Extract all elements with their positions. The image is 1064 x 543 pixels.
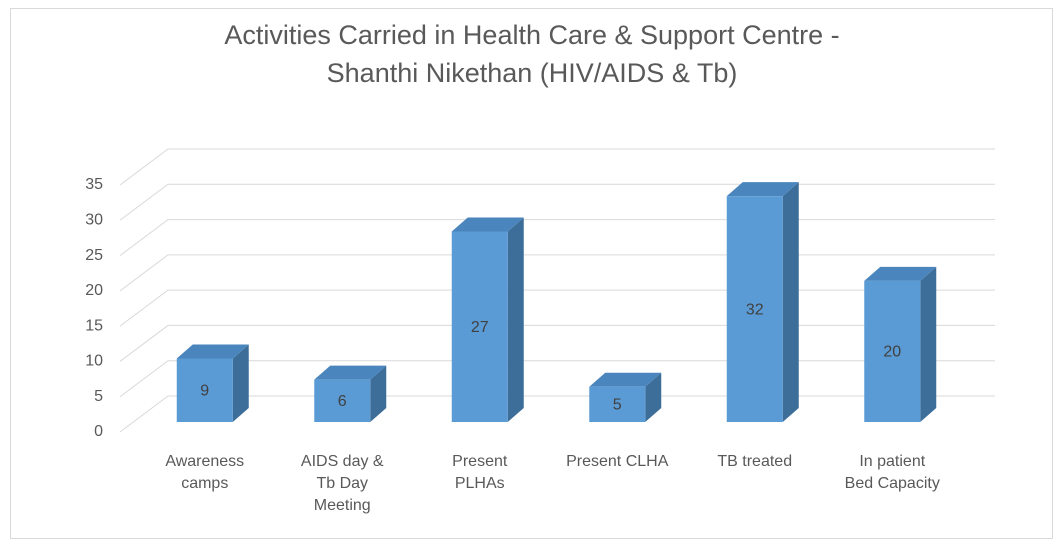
bar-face bbox=[176, 358, 233, 422]
value-label: 5 bbox=[613, 397, 622, 414]
bar bbox=[451, 217, 524, 422]
grid-line bbox=[119, 219, 995, 256]
value-label: 9 bbox=[200, 382, 209, 399]
chart-frame bbox=[10, 8, 1053, 539]
grid-line bbox=[119, 183, 995, 221]
x-tick-label: Present CLHA bbox=[566, 453, 669, 470]
grid-line bbox=[119, 148, 995, 186]
x-tick-label: In patient Bed Capacity bbox=[844, 453, 940, 492]
y-tick-label: 30 bbox=[85, 212, 103, 229]
bar-face bbox=[645, 372, 662, 422]
bar-face bbox=[726, 196, 783, 422]
y-tick-label: 15 bbox=[85, 317, 103, 334]
bar-face bbox=[232, 344, 249, 422]
y-tick-label: 0 bbox=[94, 423, 103, 440]
bar-face bbox=[864, 280, 921, 422]
y-tick-label: 25 bbox=[85, 247, 103, 264]
value-label: 32 bbox=[746, 301, 764, 318]
value-label: 6 bbox=[338, 393, 347, 410]
grid-line bbox=[119, 324, 995, 362]
grid-line bbox=[119, 360, 995, 398]
bar-face bbox=[314, 379, 371, 422]
value-label: 27 bbox=[471, 319, 489, 336]
bar bbox=[726, 182, 799, 422]
y-tick-label: 20 bbox=[85, 282, 103, 299]
grid-line bbox=[119, 395, 995, 433]
bar-face bbox=[314, 365, 387, 380]
bar-face bbox=[782, 182, 799, 422]
bar bbox=[176, 344, 249, 422]
value-label: 20 bbox=[883, 344, 901, 361]
chart-title: Activities Carried in Health Care & Supp… bbox=[224, 20, 840, 88]
bar-face bbox=[370, 365, 387, 422]
y-tick-label: 10 bbox=[85, 353, 103, 370]
bar-face bbox=[726, 182, 799, 197]
x-tick-label: Present PLHAs bbox=[452, 453, 508, 492]
y-tick-label: 35 bbox=[85, 176, 103, 193]
bar-face bbox=[507, 217, 524, 422]
bar bbox=[314, 365, 387, 422]
bar-face bbox=[589, 372, 662, 387]
bar bbox=[864, 266, 937, 422]
bar-face bbox=[176, 344, 249, 359]
grid-line bbox=[119, 254, 995, 292]
x-tick-label: AIDS day & Tb Day Meeting bbox=[300, 453, 384, 514]
bar-face bbox=[451, 231, 508, 422]
bar-face bbox=[864, 266, 937, 281]
bar bbox=[589, 372, 662, 422]
x-tick-label: TB treated bbox=[717, 453, 793, 470]
grid-line bbox=[119, 289, 995, 327]
x-tick-label: Awareness camps bbox=[165, 453, 245, 492]
y-tick-label: 5 bbox=[94, 388, 103, 405]
bar-face bbox=[920, 266, 937, 422]
bar-face bbox=[451, 217, 524, 232]
bar-face bbox=[589, 386, 646, 422]
